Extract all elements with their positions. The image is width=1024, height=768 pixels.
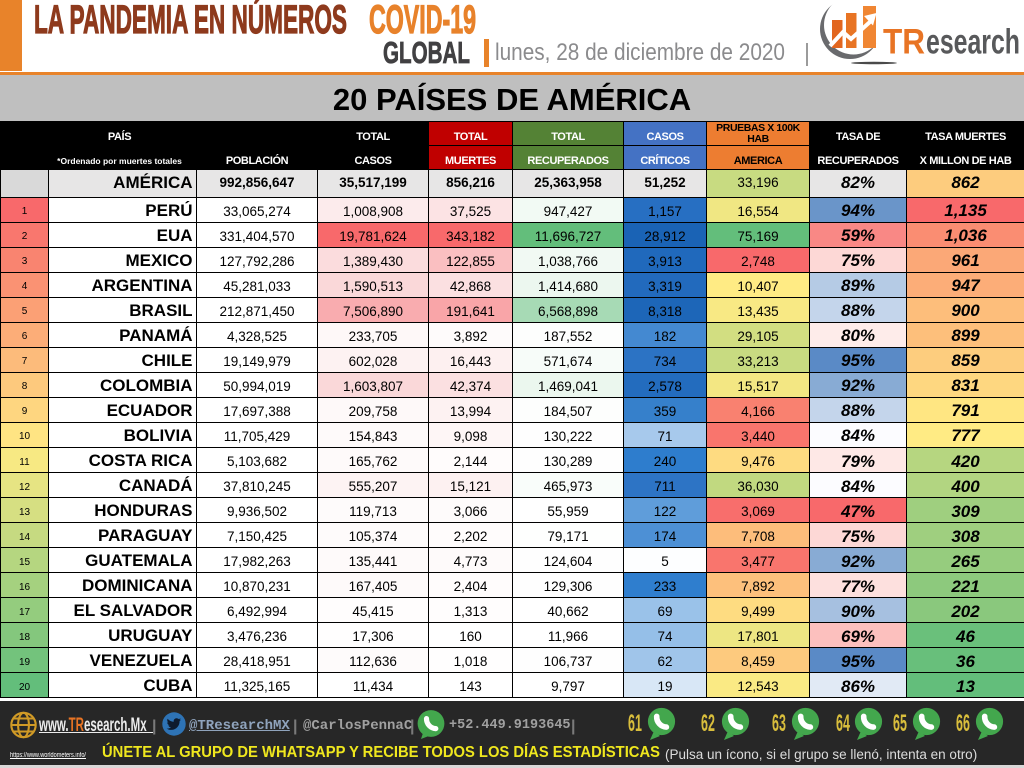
svg-text:esearch: esearch <box>926 23 1020 62</box>
svg-text:TR: TR <box>883 23 925 62</box>
